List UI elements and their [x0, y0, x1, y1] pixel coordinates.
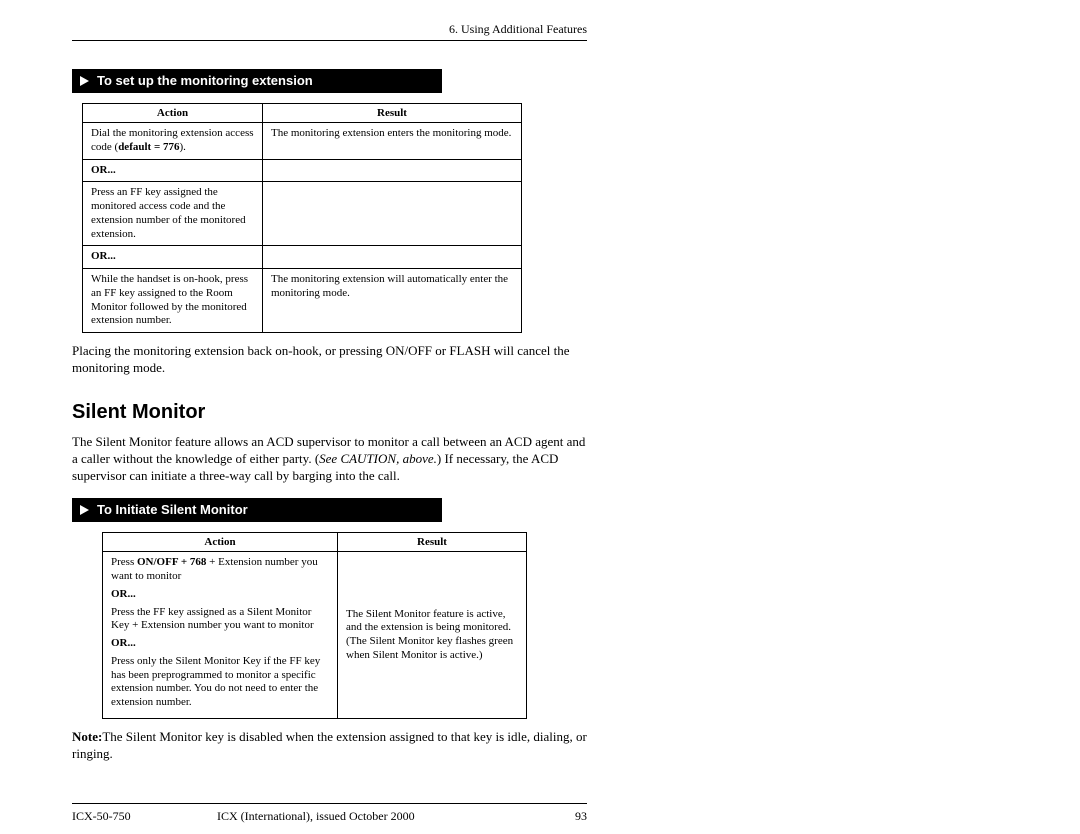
table-row: Dial the monitoring extension access cod… — [83, 123, 522, 160]
empty-cell — [263, 246, 522, 269]
text: ). — [179, 141, 185, 153]
text: Press — [111, 556, 137, 568]
footer-page-num: 93 — [527, 809, 587, 824]
procedure-bar-setup: To set up the monitoring extension — [72, 69, 442, 93]
note-text: Note:The Silent Monitor key is disabled … — [72, 729, 587, 763]
bar-title: To set up the monitoring extension — [97, 73, 313, 88]
footer-issue: ICX (International), issued October 2000 — [207, 809, 527, 824]
initiate-table: Action Result Press ON/OFF + 768 + Exten… — [102, 532, 527, 719]
table-row: Press ON/OFF + 768 + Extension number yo… — [103, 552, 527, 719]
note-label: Note: — [72, 729, 102, 744]
table-row: OR... — [83, 246, 522, 269]
or-label: OR... — [91, 250, 116, 262]
or-label: OR... — [111, 637, 329, 651]
col-result-header: Result — [263, 104, 522, 123]
action-cell: Press an FF key assigned the monitored a… — [83, 182, 263, 246]
col-result-header: Result — [338, 533, 527, 552]
text: The Silent Monitor key is disabled when … — [72, 729, 587, 761]
col-action-header: Action — [83, 104, 263, 123]
action-cell: Dial the monitoring extension access cod… — [83, 123, 263, 160]
page-content: 6. Using Additional Features To set up t… — [72, 22, 587, 824]
italic-text: See CAUTION, above. — [319, 451, 437, 466]
or-cell: OR... — [83, 159, 263, 182]
or-cell: OR... — [83, 246, 263, 269]
result-cell: The Silent Monitor feature is active, an… — [338, 552, 527, 719]
page-footer: ICX-50-750 ICX (International), issued O… — [72, 809, 587, 824]
table-row: While the handset is on-hook, press an F… — [83, 269, 522, 333]
action-cell: While the handset is on-hook, press an F… — [83, 269, 263, 333]
table-row: OR... — [83, 159, 522, 182]
chapter-label: 6. Using Additional Features — [449, 22, 587, 36]
empty-cell — [263, 159, 522, 182]
col-action-header: Action — [103, 533, 338, 552]
or-label: OR... — [111, 588, 329, 602]
action-cell: Press ON/OFF + 768 + Extension number yo… — [103, 552, 338, 719]
setup-table: Action Result Dial the monitoring extens… — [82, 103, 522, 333]
result-cell: The monitoring extension will automatica… — [263, 269, 522, 333]
bold-text: default = 776 — [118, 141, 179, 153]
bar-title: To Initiate Silent Monitor — [97, 502, 248, 517]
table-row: Press an FF key assigned the monitored a… — [83, 182, 522, 246]
page-header: 6. Using Additional Features — [72, 22, 587, 41]
arrow-icon — [80, 76, 89, 86]
result-cell: The monitoring extension enters the moni… — [263, 123, 522, 160]
footer-rule: ICX-50-750 ICX (International), issued O… — [72, 803, 587, 824]
silent-monitor-para: The Silent Monitor feature allows an ACD… — [72, 434, 587, 485]
or-label: OR... — [91, 164, 116, 176]
bold-text: ON/OFF + 768 — [137, 556, 206, 568]
footer-doc-id: ICX-50-750 — [72, 809, 207, 824]
after-table-text: Placing the monitoring extension back on… — [72, 343, 587, 377]
silent-monitor-title: Silent Monitor — [72, 401, 587, 424]
text: Press only the Silent Monitor Key if the… — [111, 655, 329, 710]
text: Press the FF key assigned as a Silent Mo… — [111, 606, 329, 634]
empty-cell — [263, 182, 522, 246]
procedure-bar-initiate: To Initiate Silent Monitor — [72, 498, 442, 522]
arrow-icon — [80, 505, 89, 515]
